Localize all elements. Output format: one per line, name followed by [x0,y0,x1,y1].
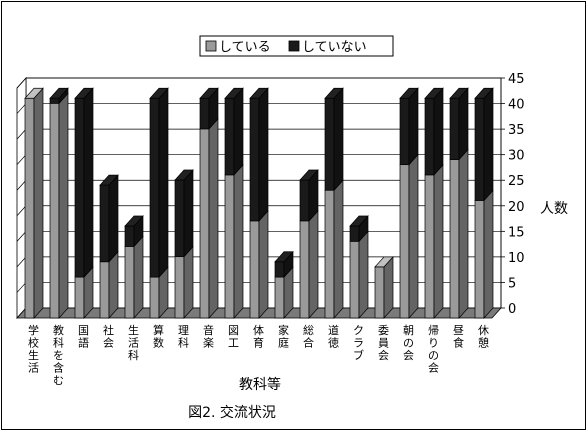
y-tick-label: 20 [508,200,525,215]
bar-していない-教科を含む [49,87,69,105]
x-tick-label-図工: 図工 [228,324,239,350]
x-tick-label-音楽: 音楽 [203,323,214,350]
legend-swatch-していない [288,40,300,52]
y-tick-label: 10 [508,251,525,266]
bar-している-教科を含む [49,92,69,319]
bar-していない-体育 [249,87,269,222]
bar-している-クラブ [349,230,369,319]
bar-している-道徳 [324,179,344,319]
y-axis-ticks: 0 5 10 15 20 25 30 35 40 45 [500,72,525,317]
bar-している-音楽 [199,117,219,319]
y-tick-label: 25 [508,174,525,189]
x-tick-label-理科: 理科 [178,324,189,350]
bar-していない-図工 [224,87,244,176]
bar-していない-社会 [99,174,119,263]
figure-caption: 図2. 交流状況 [188,404,276,421]
x-tick-label-休憩: 休憩 [478,324,489,350]
bar-していない-総合 [299,169,319,222]
bar-していない-朝の会 [399,87,419,166]
bar-していない-生活科 [124,215,144,248]
y-tick-label: 15 [508,225,525,240]
bar-している-委員会 [374,255,394,319]
y-tick-label: 30 [508,149,525,164]
y-tick-label: 40 [508,98,525,113]
y-tick-label: 45 [508,72,525,87]
legend-swatch-している [205,40,217,52]
gridline [16,77,501,89]
y-axis-label: 人数 [540,201,568,217]
bar-している-生活科 [124,235,144,319]
bar-していない-帰りの会 [424,87,444,176]
bar-している-休憩 [474,189,494,319]
x-tick-label-道徳: 道徳 [328,323,339,350]
bars [24,87,494,319]
bar-している-学校生活 [24,87,44,319]
bar-している-体育 [249,209,269,319]
x-tick-label-家庭: 家庭 [278,323,289,350]
bar-していない-道徳 [324,87,344,192]
x-tick-label-体育: 体育 [253,323,264,350]
bar-していない-国語 [74,87,94,279]
bar-している-総合 [299,209,319,319]
x-tick-label-クラブ: クラブ [353,324,364,362]
x-tick-label-総合: 総合 [303,323,314,350]
x-tick-label-教科を含む: 教科を含む [53,324,64,387]
y-tick-label: 0 [508,302,516,317]
bar-していない-理科 [174,169,194,258]
x-tick-label-生活科: 生活科 [128,323,139,362]
bar-していない-音楽 [199,87,219,130]
x-tick-label-委員会: 委員会 [378,324,389,362]
legend: している していない [199,35,394,57]
bar-していない-休憩 [474,87,494,202]
bar-していない-クラブ [349,215,369,243]
bar-していない-算数 [149,87,169,279]
y-tick-label: 5 [508,276,516,291]
bar-している-昼食 [449,148,469,319]
y-tick-label: 35 [508,123,525,138]
bar-している-朝の会 [399,153,419,319]
x-tick-label-昼食: 昼食 [453,324,464,350]
legend-label-していない: していない [302,40,367,55]
bar-している-社会 [99,250,119,319]
x-tick-label-社会: 社会 [103,323,114,350]
x-axis-label: 教科等 [239,376,281,393]
x-tick-label-帰りの会: 帰りの会 [428,324,439,375]
legend-label-している: している [219,40,271,55]
bar-している-理科 [174,245,194,319]
x-tick-label-学校生活: 学校生活 [28,323,39,375]
x-tick-label-朝の会: 朝の会 [403,324,414,362]
bar-していない-家庭 [274,250,294,279]
x-tick-label-国語: 国語 [78,324,89,350]
bar-している-帰りの会 [424,163,444,319]
bar-していない-昼食 [449,87,469,161]
bar-している-図工 [224,163,244,319]
x-tick-label-算数: 算数 [153,323,164,350]
